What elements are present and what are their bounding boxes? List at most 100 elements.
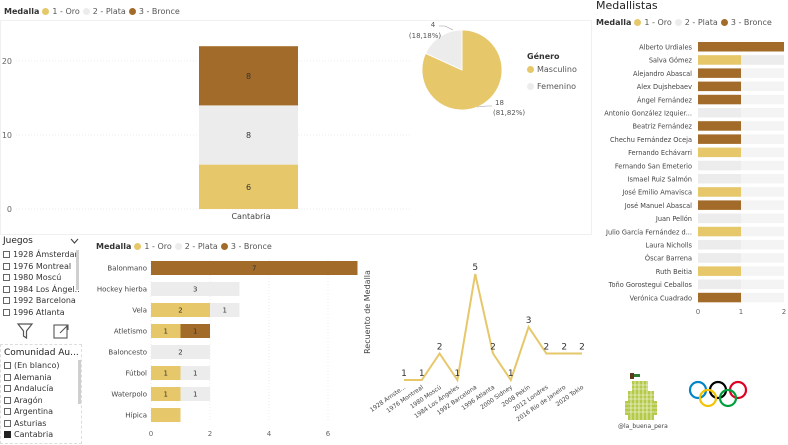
checkbox[interactable] — [3, 308, 10, 316]
slicer-item-label: Aragón — [14, 395, 43, 405]
medallista-bar[interactable] — [698, 68, 741, 78]
legend-oro[interactable]: 1 - Oro — [644, 18, 672, 27]
bar-data-label[interactable]: 1 — [193, 391, 197, 399]
medallista-bar[interactable] — [698, 187, 741, 197]
deporte-bar[interactable] — [180, 324, 211, 338]
legend-oro[interactable]: 1 - Oro — [144, 242, 172, 251]
bar-data-label[interactable]: 2 — [178, 349, 182, 357]
slicer-item[interactable]: 1980 Moscú — [3, 272, 79, 284]
medallista-bar[interactable] — [698, 279, 741, 290]
juegos-scrollbar[interactable] — [76, 250, 79, 290]
legend-bronce[interactable]: 3 - Bronce — [730, 18, 772, 27]
point-data-label: 2 — [490, 343, 496, 353]
slicer-item[interactable]: 1984 Los Ángel... — [3, 284, 79, 296]
slicer-item[interactable]: 1976 Montreal — [3, 261, 79, 273]
medallista-bar[interactable] — [698, 226, 741, 237]
checkbox[interactable] — [3, 274, 10, 282]
medallista-bar[interactable] — [698, 42, 784, 52]
deporte-bar[interactable] — [180, 387, 211, 401]
slicer-item[interactable]: Alemania — [4, 372, 81, 384]
medallista-bar[interactable] — [698, 134, 741, 144]
deporte-bar[interactable] — [151, 261, 358, 275]
deporte-bar[interactable] — [151, 345, 210, 359]
bar-data-label[interactable]: 1 — [164, 391, 168, 399]
bar-data-label[interactable]: 7 — [252, 265, 256, 273]
medallista-bar[interactable] — [698, 121, 741, 131]
checkbox[interactable] — [3, 297, 10, 305]
checkbox[interactable] — [4, 373, 11, 381]
slicer-item-label: 1996 Atlanta — [13, 307, 65, 317]
legend-bronce[interactable]: 3 - Bronce — [230, 242, 272, 251]
point-data-label: 2 — [437, 343, 443, 353]
checkbox[interactable] — [4, 431, 11, 439]
comunidad-scrollbar[interactable] — [78, 360, 81, 404]
deporte-bar[interactable] — [151, 303, 210, 317]
bar-data-label[interactable]: 1 — [193, 328, 197, 336]
stacked-bar-segment[interactable] — [199, 46, 298, 106]
slicer-item[interactable]: Argentina — [4, 406, 81, 418]
medallista-bar[interactable] — [698, 174, 741, 184]
slicer-item[interactable]: Aragón — [4, 395, 81, 407]
medallista-bar[interactable] — [741, 55, 784, 65]
checkbox[interactable] — [4, 362, 11, 370]
medallista-bar[interactable] — [698, 108, 741, 118]
stacked-bar-segment[interactable] — [199, 164, 298, 209]
stacked-bar-segment[interactable] — [199, 105, 298, 165]
deporte-bar[interactable] — [180, 366, 211, 380]
comunidad-slicer[interactable]: Comunidad Au... (En blanco) Alemania Andal… — [0, 344, 82, 444]
x-tick-label: 2 — [208, 430, 212, 438]
medallista-bar[interactable] — [698, 160, 741, 171]
chevron-down-icon[interactable] — [70, 238, 79, 244]
medallista-bar[interactable] — [698, 81, 741, 92]
bar-data-label[interactable]: 3 — [193, 286, 197, 294]
slicer-item[interactable]: 1992 Barcelona — [3, 295, 79, 307]
checkbox[interactable] — [3, 251, 10, 259]
medallista-bar[interactable] — [698, 266, 741, 276]
medallista-bar[interactable] — [698, 200, 741, 210]
bar-data-label[interactable]: 2 — [178, 307, 182, 315]
bar-data-label[interactable]: 1 — [223, 307, 227, 315]
bar-data-label[interactable]: 1 — [164, 328, 168, 336]
legend-plata[interactable]: 2 - Plata — [684, 18, 718, 27]
deporte-bar[interactable] — [151, 408, 181, 422]
medallista-bar[interactable] — [698, 213, 741, 224]
legend-plata[interactable]: 2 - Plata — [184, 242, 218, 251]
pie-legend-masculino[interactable]: Masculino — [537, 65, 577, 74]
medallista-bar[interactable] — [698, 240, 741, 250]
medallista-bar[interactable] — [698, 147, 741, 158]
pie-legend-femenino[interactable]: Femenino — [537, 82, 577, 91]
legend-bronce[interactable]: 3 - Bronce — [138, 7, 180, 16]
juegos-slicer[interactable]: Juegos 1928 Ámsterdam 1976 Montreal 1980 M… — [3, 236, 79, 321]
slicer-item[interactable]: 1996 Atlanta — [3, 307, 79, 319]
deporte-bar[interactable] — [151, 366, 181, 380]
medallista-bar[interactable] — [698, 55, 741, 65]
medallista-bar[interactable] — [698, 253, 741, 263]
focus-mode-icon[interactable] — [52, 322, 70, 340]
medallista-bar[interactable] — [698, 94, 741, 105]
checkbox[interactable] — [4, 385, 11, 393]
legend-oro[interactable]: 1 - Oro — [52, 7, 80, 16]
checkbox[interactable] — [4, 396, 11, 404]
deportes-bar-chart: 0 2 4 6 7 Balonmano 3 Hockey hierba 2 1 Vela 1 1 Atle… — [97, 260, 358, 438]
slicer-item[interactable]: Andalucía — [4, 383, 81, 395]
bar-data-label[interactable]: 1 — [164, 370, 168, 378]
deporte-bar[interactable] — [151, 282, 240, 296]
deporte-bar[interactable] — [210, 303, 240, 317]
medallista-bar[interactable] — [698, 292, 741, 303]
legend-plata[interactable]: 2 - Plata — [92, 7, 126, 16]
checkbox[interactable] — [4, 419, 11, 427]
stacked-chart-visual[interactable] — [0, 20, 592, 235]
deportes-legend: Medalla 1 - Oro 2 - Plata 3 - Bronce — [96, 242, 272, 251]
checkbox[interactable] — [3, 262, 10, 270]
olympic-rings-logo — [688, 380, 748, 408]
slicer-item[interactable]: Asturias — [4, 418, 81, 430]
deporte-bar[interactable] — [151, 387, 181, 401]
slicer-item[interactable]: (En blanco) — [4, 360, 81, 372]
filter-icon[interactable] — [16, 322, 34, 340]
checkbox[interactable] — [4, 408, 11, 416]
slicer-item[interactable]: 1928 Ámsterdam — [3, 249, 79, 261]
slicer-item[interactable]: Cantabria — [4, 429, 81, 441]
deporte-bar[interactable] — [151, 324, 181, 338]
bar-data-label[interactable]: 1 — [193, 370, 197, 378]
checkbox[interactable] — [3, 285, 10, 293]
